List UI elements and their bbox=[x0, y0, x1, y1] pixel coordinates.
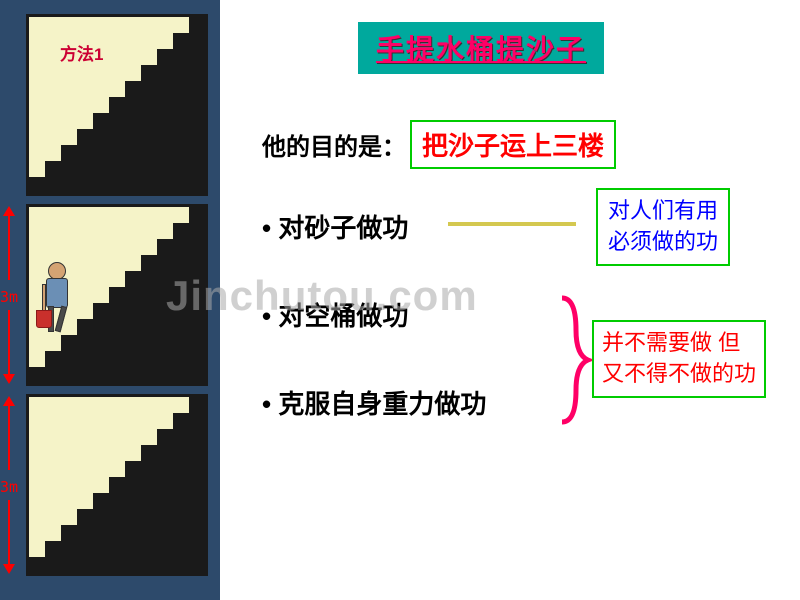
floor-top bbox=[26, 14, 208, 196]
connector-line bbox=[448, 222, 576, 226]
useful-line-1: 对人们有用 bbox=[608, 196, 718, 227]
building-panel bbox=[0, 0, 220, 600]
floor-bottom bbox=[26, 394, 208, 576]
stairs-1 bbox=[29, 17, 205, 193]
title-banner: 手提水桶提沙子 bbox=[358, 22, 604, 74]
dim-label-2: 3m bbox=[0, 478, 18, 496]
brace-icon bbox=[554, 290, 594, 430]
method-label: 方法1 bbox=[60, 40, 103, 65]
arrow-down-1 bbox=[3, 374, 15, 384]
arrow-line-1b bbox=[8, 310, 10, 374]
purpose-row: 他的目的是： 把沙子运上三楼 bbox=[262, 120, 616, 169]
arrow-line-1a bbox=[8, 216, 10, 280]
title-text: 手提水桶提沙子 bbox=[376, 34, 586, 65]
useless-line-2: 又不得不做的功 bbox=[602, 359, 756, 390]
arrow-down-2 bbox=[3, 564, 15, 574]
bullet-1: • 对砂子做功 bbox=[262, 208, 408, 245]
useless-line-1: 并不需要做 但 bbox=[602, 328, 756, 359]
arrow-up-2 bbox=[3, 396, 15, 406]
stairs-3 bbox=[29, 397, 205, 573]
bullet-3-text: 克服自身重力做功 bbox=[278, 389, 486, 419]
bullet-1-text: 对砂子做功 bbox=[278, 213, 408, 243]
dim-label-1: 3m bbox=[0, 288, 18, 306]
arrow-up-1 bbox=[3, 206, 15, 216]
bucket-icon bbox=[36, 310, 52, 328]
useless-work-box: 并不需要做 但 又不得不做的功 bbox=[592, 320, 766, 398]
purpose-value: 把沙子运上三楼 bbox=[410, 120, 616, 169]
bullet-2: • 对空桶做功 bbox=[262, 296, 408, 333]
bullet-3: • 克服自身重力做功 bbox=[262, 384, 486, 421]
bullet-2-text: 对空桶做功 bbox=[278, 301, 408, 331]
purpose-label: 他的目的是： bbox=[262, 127, 406, 162]
useful-line-2: 必须做的功 bbox=[608, 227, 718, 258]
useful-work-box: 对人们有用 必须做的功 bbox=[596, 188, 730, 266]
arrow-line-2a bbox=[8, 406, 10, 470]
person-figure bbox=[38, 262, 78, 342]
arrow-line-2b bbox=[8, 500, 10, 564]
